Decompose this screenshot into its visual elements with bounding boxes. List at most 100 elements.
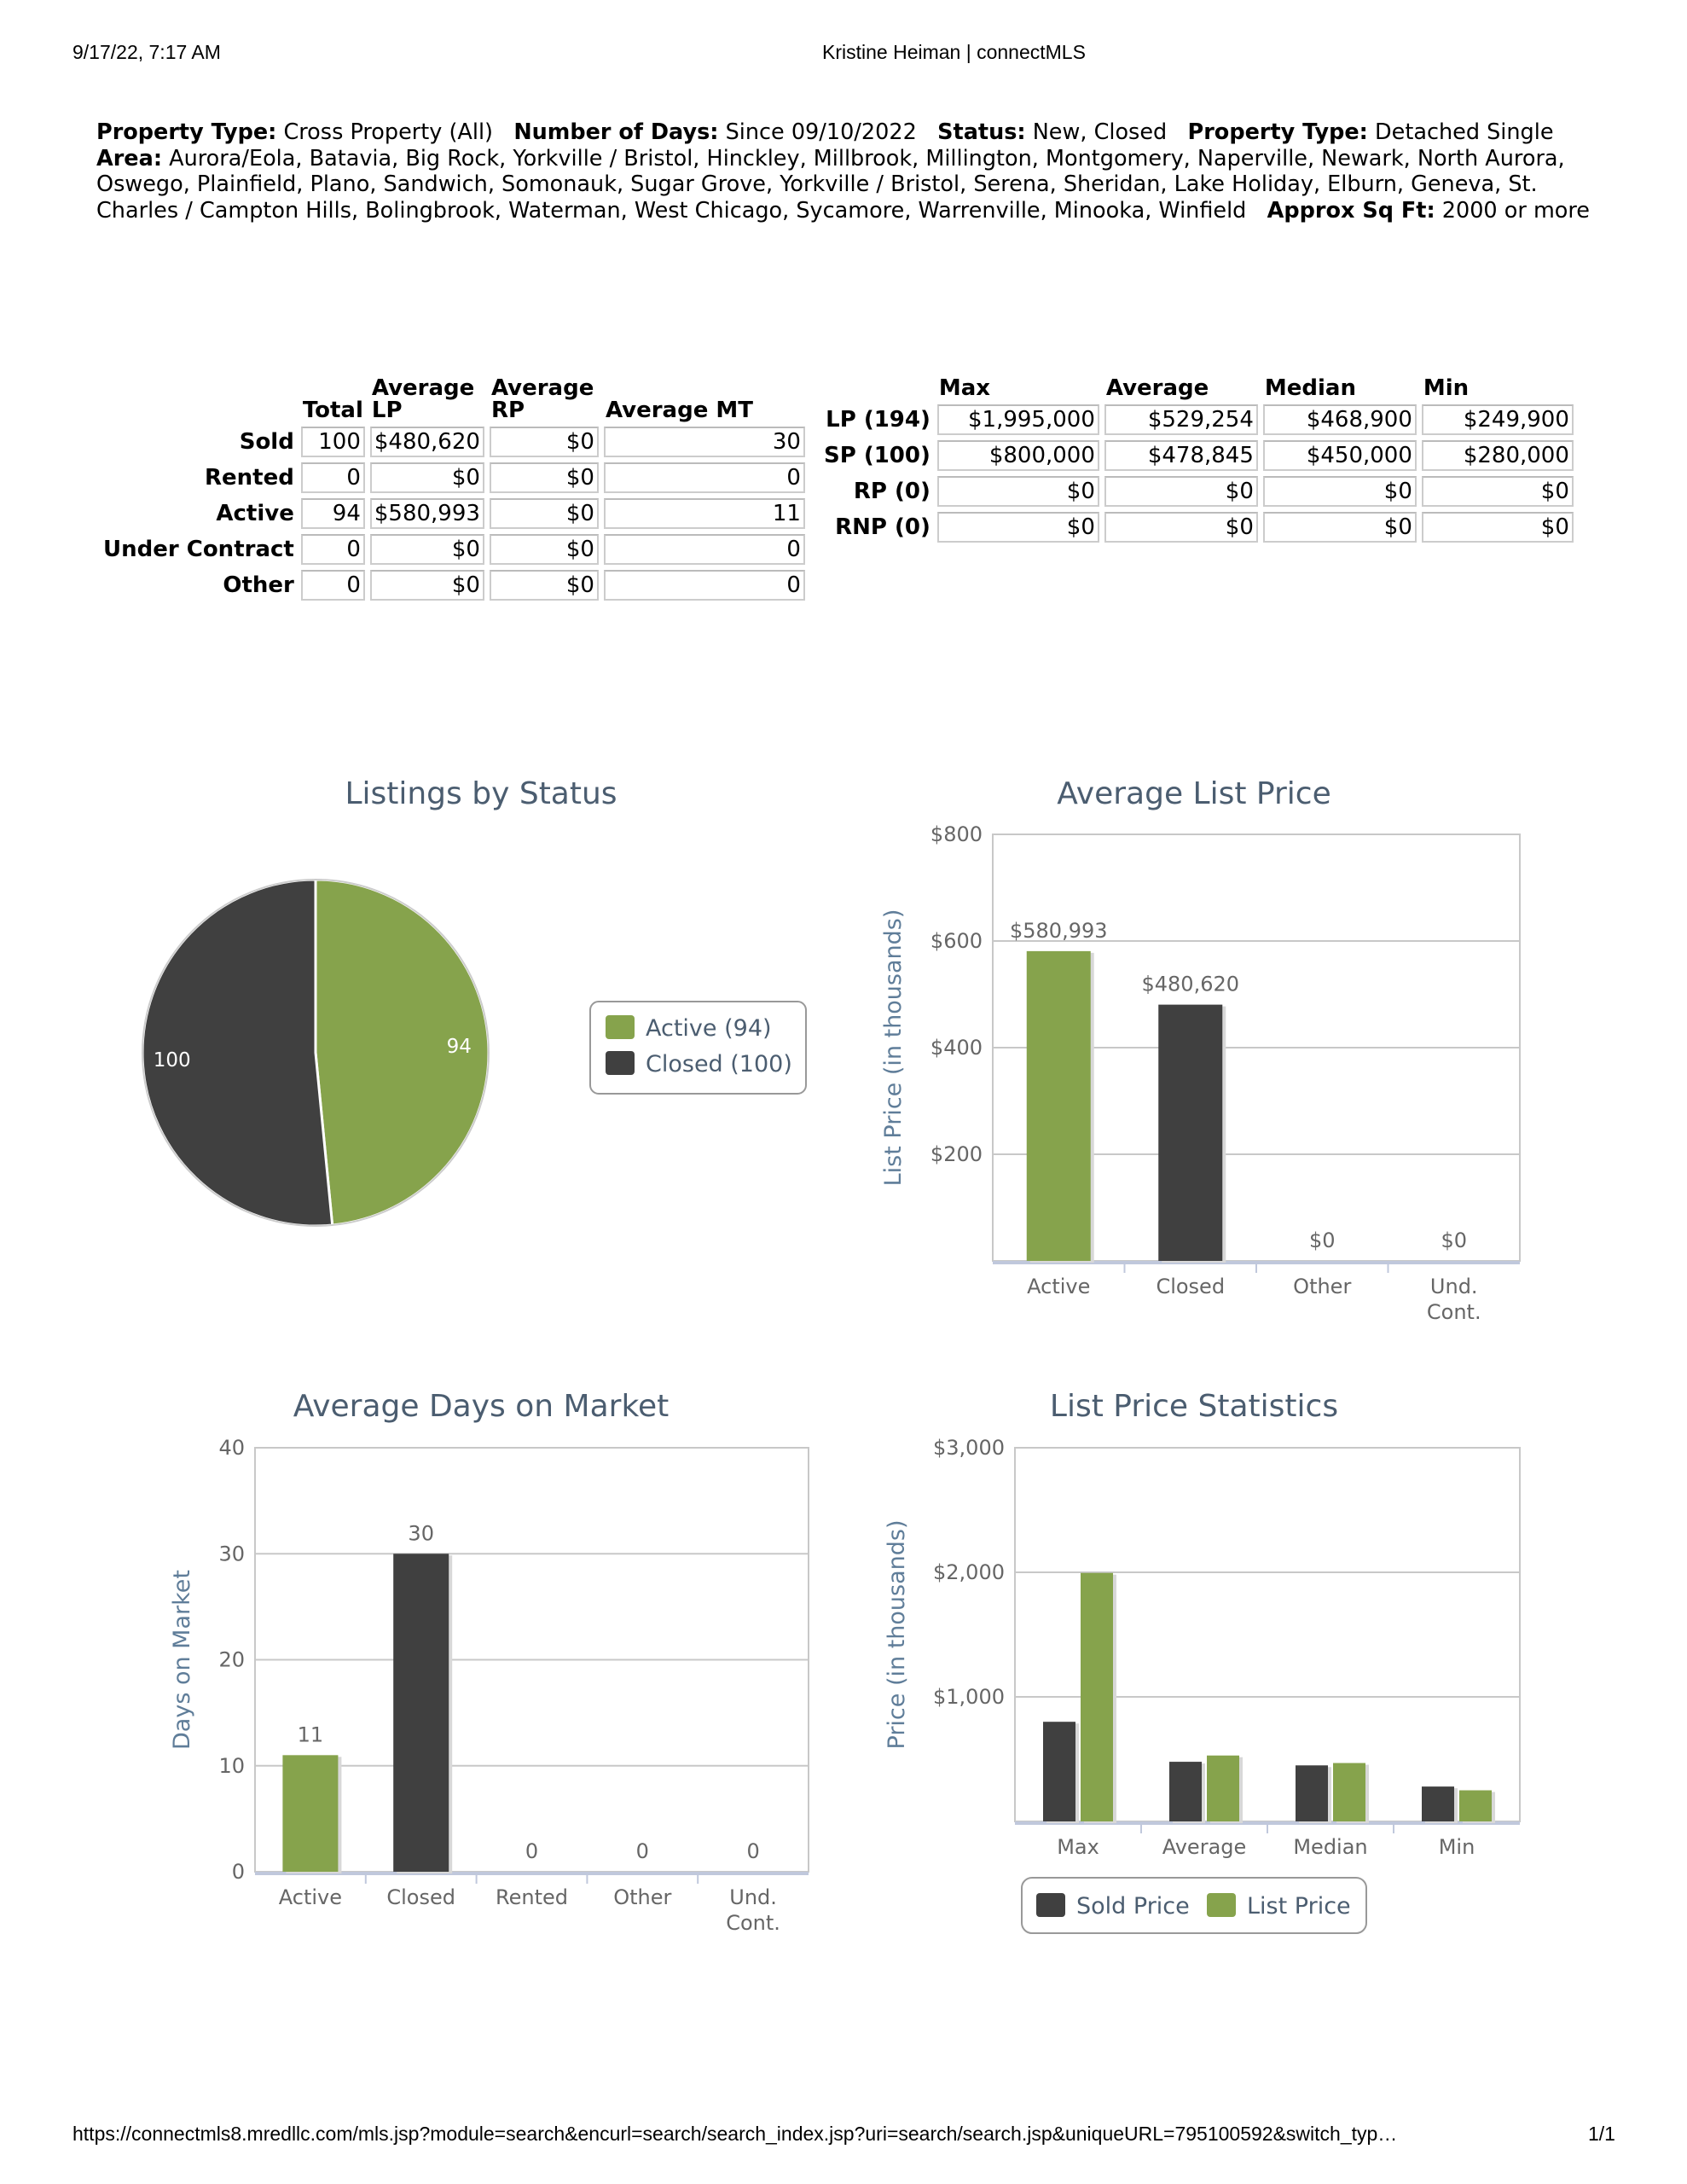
bar-sold-price[interactable]	[1043, 1722, 1075, 1821]
table-cell: 0	[603, 534, 805, 565]
table-cell: $0	[369, 570, 484, 601]
table-row: LP (194) $1,995,000 $529,254 $468,900 $249,9…	[822, 404, 1574, 435]
table-cell: 0	[300, 570, 365, 601]
data-label: $0	[1309, 1228, 1336, 1252]
bar[interactable]	[1026, 950, 1091, 1261]
y-tick-label: 20	[218, 1648, 245, 1672]
pie-slice-label: 100	[154, 1049, 191, 1072]
chart-title: List Price Statistics	[1050, 1389, 1338, 1424]
data-label: 11	[298, 1722, 324, 1746]
y-tick-label: $600	[930, 929, 983, 953]
table-cell: $0	[1104, 512, 1258, 543]
bar-list-price[interactable]	[1207, 1755, 1239, 1821]
footer-url: https://connectmls8.mredllc.com/mls.jsp?…	[72, 2123, 1398, 2145]
column-header: Max	[938, 375, 991, 401]
y-tick-label: $800	[930, 822, 983, 846]
footer-page-number: 1/1	[1588, 2123, 1615, 2145]
data-label: $480,620	[1141, 973, 1239, 996]
table-cell: $0	[369, 534, 484, 565]
bar-sold-price[interactable]	[1422, 1786, 1454, 1821]
table-row: SP (100) $800,000 $478,845 $450,000 $280,000	[822, 440, 1574, 471]
table-cell: 30	[603, 427, 805, 457]
price-summary-table: Max Average Median Min LP (194) $1,995,000 $52…	[817, 372, 1579, 548]
print-datetime: 9/17/22, 7:17 AM	[72, 41, 221, 63]
bar[interactable]	[282, 1755, 339, 1872]
table-cell: $0	[489, 498, 599, 529]
table-cell: $468,900	[1262, 404, 1417, 435]
data-label: 0	[636, 1839, 649, 1863]
table-cell: $529,254	[1104, 404, 1258, 435]
legend-item: Active (94)	[646, 1015, 772, 1042]
y-axis-title: Price (in thousands)	[884, 1520, 910, 1750]
row-label: Sold	[239, 429, 294, 455]
criteria-label: Status:	[937, 119, 1026, 145]
table-cell: $249,900	[1421, 404, 1574, 435]
criteria-label: Property Type:	[1187, 119, 1368, 145]
table-cell: $0	[1421, 512, 1574, 543]
chart-title: Listings by Status	[345, 776, 617, 811]
x-tick-label: Active	[1027, 1275, 1090, 1298]
legend-swatch	[1036, 1893, 1065, 1917]
x-tick-label: Min	[1439, 1835, 1475, 1859]
table-cell: $0	[489, 570, 599, 601]
bar-list-price[interactable]	[1459, 1790, 1492, 1821]
table-cell: 100	[300, 427, 365, 457]
y-tick-label: 40	[218, 1436, 245, 1460]
table-cell: $0	[1421, 476, 1574, 507]
row-label: RNP (0)	[835, 514, 930, 540]
table-header-row: Max Average Median Min	[822, 377, 1574, 399]
table-cell: $580,993	[369, 498, 484, 529]
y-tick-label: 10	[218, 1754, 245, 1778]
legend-swatch	[606, 1051, 635, 1075]
criteria-value: Since 09/10/2022	[725, 119, 917, 145]
table-cell: 11	[603, 498, 805, 529]
chart-legend	[1021, 1877, 1367, 1934]
pie-outline	[142, 879, 490, 1227]
x-tick-label: Active	[279, 1885, 342, 1909]
y-tick-label: $1,000	[933, 1685, 1005, 1709]
table-row: Active 94 $580,993 $0 11	[101, 498, 805, 529]
legend-item: List Price	[1247, 1893, 1351, 1920]
bar[interactable]	[393, 1554, 449, 1872]
table-cell: $478,845	[1104, 440, 1258, 471]
table-row: RP (0) $0 $0 $0 $0	[822, 476, 1574, 507]
table-cell: $0	[369, 462, 484, 493]
column-header: Average	[1105, 375, 1209, 401]
table-row: RNP (0) $0 $0 $0 $0	[822, 512, 1574, 543]
x-tick-label: Und. Cont.	[1427, 1275, 1481, 1324]
chart-title: Average List Price	[1057, 776, 1330, 811]
table-cell: $0	[936, 512, 1099, 543]
y-tick-label: $2,000	[933, 1560, 1005, 1584]
y-tick-label: $400	[930, 1036, 983, 1060]
row-label: Rented	[205, 465, 294, 491]
bar-sold-price[interactable]	[1169, 1762, 1202, 1821]
table-row: Rented 0 $0 $0 0	[101, 462, 805, 493]
criteria-label: Approx Sq Ft:	[1267, 197, 1435, 224]
criteria-value: Detached Single	[1375, 119, 1554, 145]
search-criteria: Property Type: Cross Property (All) Numb…	[96, 119, 1606, 224]
table-cell: 0	[300, 462, 365, 493]
pie-slice-label: 94	[447, 1036, 472, 1058]
table-cell: 0	[603, 570, 805, 601]
criteria-label: Area:	[96, 145, 163, 171]
row-label: Active	[216, 501, 294, 526]
bar[interactable]	[1158, 1004, 1223, 1261]
legend-swatch	[606, 1015, 635, 1039]
table-cell: $0	[936, 476, 1099, 507]
criteria-value: New, Closed	[1032, 119, 1168, 145]
criteria-value: Cross Property (All)	[283, 119, 493, 145]
x-tick-label: Closed	[1156, 1275, 1225, 1298]
table-cell: $0	[489, 427, 599, 457]
table-header-row: Total Average LP Average RP Average MT	[101, 377, 805, 421]
bar-list-price[interactable]	[1333, 1763, 1365, 1821]
x-tick-label: Other	[1293, 1275, 1351, 1298]
bar-sold-price[interactable]	[1296, 1765, 1328, 1821]
row-label: Other	[223, 572, 294, 598]
y-tick-label: $3,000	[933, 1436, 1005, 1460]
table-row: Sold 100 $480,620 $0 30	[101, 427, 805, 457]
status-summary-table: Total Average LP Average RP Average MT Sold 1…	[96, 372, 810, 606]
table-cell: $800,000	[936, 440, 1099, 471]
table-cell: 0	[603, 462, 805, 493]
bar-list-price[interactable]	[1081, 1572, 1113, 1821]
